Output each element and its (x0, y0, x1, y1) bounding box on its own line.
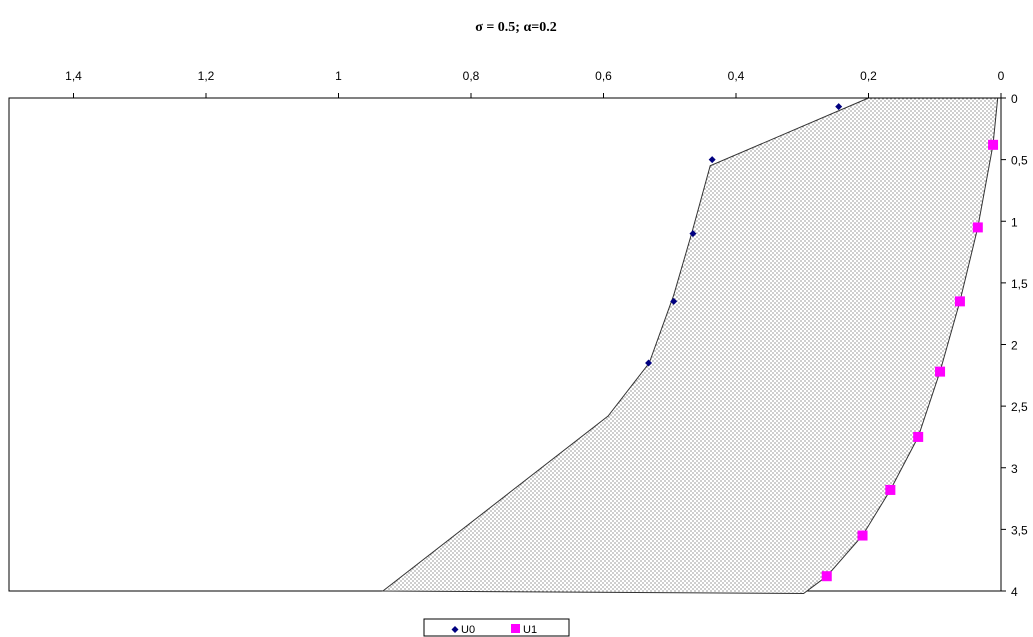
u0-point (670, 297, 678, 305)
u1-point (935, 366, 946, 377)
legend-marker-u0 (451, 626, 459, 633)
x-tick-label: 1,4 (65, 69, 82, 83)
x-tick-label: 0 (998, 69, 1005, 83)
series-u1-markers (821, 139, 999, 582)
legend-label-u0: U0 (461, 624, 475, 636)
y-tick-label: 0 (1011, 92, 1018, 106)
shaded-region (381, 97, 999, 595)
legend: U0 U1 (423, 618, 570, 637)
u1-point (885, 484, 896, 495)
u1-point (821, 571, 832, 582)
u1-point (972, 222, 983, 233)
y-tick-label: 3 (1011, 462, 1018, 476)
u1-point (954, 296, 965, 307)
y-tick-label: 3,5 (1011, 523, 1028, 537)
u0-point (708, 156, 716, 164)
legend-box (423, 618, 570, 637)
x-tick-label: 0,2 (860, 69, 877, 83)
legend-label-u1: U1 (523, 624, 537, 636)
x-tick-label: 1,2 (198, 69, 215, 83)
u0-point (645, 359, 653, 367)
u1-point (857, 530, 868, 541)
y-tick-label: 1,5 (1011, 277, 1028, 291)
series-u0-markers (645, 103, 843, 367)
y-tick-label: 2 (1011, 339, 1018, 353)
chart-title: σ = 0.5; α=0.2 (475, 20, 557, 35)
x-tick-label: 0,6 (595, 69, 612, 83)
y-axis-ticks: 0 0,5 1 1,5 2 2,5 3 3,5 4 (1001, 92, 1028, 599)
u0-point (835, 103, 843, 111)
u1-point (913, 431, 924, 442)
legend-marker-u1 (511, 624, 520, 633)
u0-point (689, 230, 697, 238)
y-tick-label: 0,5 (1011, 154, 1028, 168)
y-tick-label: 4 (1011, 585, 1018, 599)
x-tick-label: 0,8 (463, 69, 480, 83)
x-axis-ticks: 1,4 1,2 1 0,8 0,6 0,4 0,2 0 (65, 69, 1005, 98)
y-tick-label: 2,5 (1011, 400, 1028, 414)
x-tick-label: 0,4 (728, 69, 745, 83)
y-tick-label: 1 (1011, 215, 1018, 229)
x-tick-label: 1 (335, 69, 342, 83)
u1-point (988, 139, 999, 150)
